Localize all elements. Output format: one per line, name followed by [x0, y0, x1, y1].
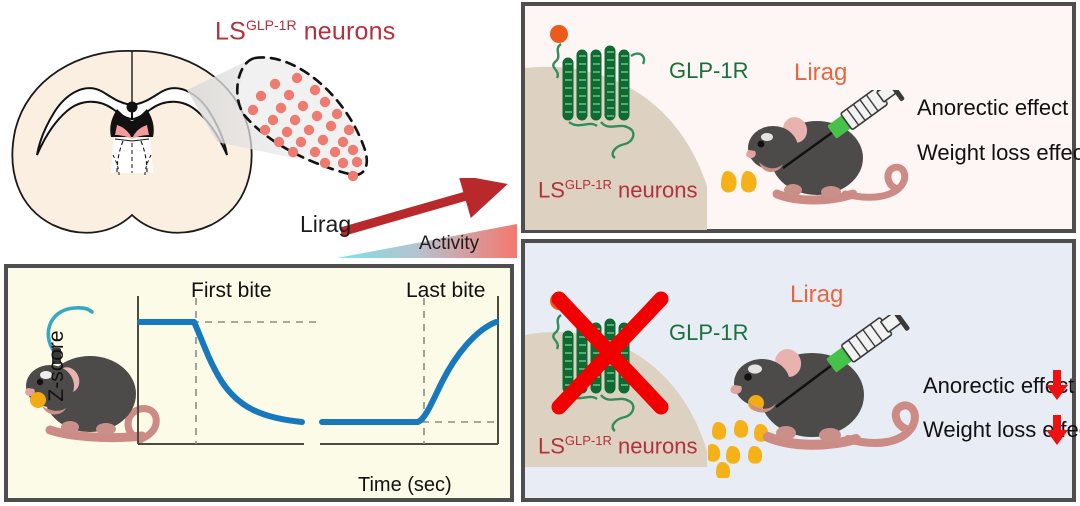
time-axis-label: Time (sec)	[358, 474, 452, 496]
activity-increase-arrow-icon	[339, 178, 508, 237]
lirag-label-brain: Lirag	[300, 211, 352, 237]
ls-title-main: LS	[215, 17, 246, 46]
ls-title-superscript: GLP-1R	[245, 17, 297, 33]
receptor-knockout-panel: GLP-1R LSGLP-1R neurons Lirag	[521, 239, 1080, 502]
mouse-with-syringe-ko	[730, 315, 919, 450]
trace-segment-first-bite	[137, 319, 305, 425]
receptor-knockout-cross-icon	[551, 291, 669, 415]
ls-label-main: LS	[538, 177, 565, 203]
anorectic-effect-intact: Anorectic effect	[917, 95, 1069, 120]
ligand-dot-icon	[550, 25, 568, 43]
glp1r-label-intact: GLP-1R	[669, 58, 749, 83]
ls-glp1r-neurons-title: LSGLP-1R neurons	[215, 17, 395, 46]
lirag-label-ko: Lirag	[790, 281, 844, 308]
first-bite-label: First bite	[191, 279, 272, 302]
ls-neurons-label-intact: LSGLP-1R neurons	[538, 177, 698, 203]
ls-label-sup: GLP-1R	[564, 177, 612, 192]
activity-label: Activity	[419, 233, 480, 254]
mouse-with-syringe-intact	[746, 90, 909, 205]
ls-neurons-label-ko: LSGLP-1R neurons	[538, 433, 698, 459]
ls-label-sup-ko: GLP-1R	[564, 433, 612, 448]
ls-label-main-ko: LS	[538, 433, 565, 459]
last-bite-label: Last bite	[406, 279, 486, 302]
photometry-trace-panel: Z-score First bite Last bite Time (sec)	[4, 264, 514, 502]
syringe-icon	[827, 90, 905, 139]
neuron-cluster-magnification	[187, 56, 369, 182]
receptor-intact-panel: GLP-1R LSGLP-1R neurons Lirag	[521, 2, 1080, 233]
weight-loss-down-arrow-icon	[1046, 415, 1068, 445]
activity-gradient-wedge	[337, 224, 517, 258]
brain-panel: LSGLP-1R neurons	[0, 0, 517, 258]
ls-label-tail: neurons	[611, 177, 698, 203]
food-pellets-intact	[721, 171, 757, 193]
glp1r-label-ko: GLP-1R	[669, 320, 749, 345]
food-pellets-ko	[708, 420, 769, 478]
weight-loss-effect-intact: Weight loss effect	[917, 140, 1080, 165]
mouse-with-fiber-icon	[25, 306, 160, 444]
z-score-axis-label: Z-score	[45, 330, 68, 402]
trace-segment-last-bite	[319, 319, 499, 425]
anorectic-down-arrow-icon	[1046, 370, 1068, 400]
syringe-icon-ko	[826, 315, 910, 372]
neuron-dots	[247, 72, 363, 182]
glp1r-receptor-icon	[550, 25, 646, 159]
z-score-trace-chart	[137, 296, 499, 445]
ls-title-tail: neurons	[296, 17, 396, 46]
lirag-label-intact: Lirag	[794, 59, 848, 86]
ls-label-tail-ko: neurons	[611, 433, 698, 459]
